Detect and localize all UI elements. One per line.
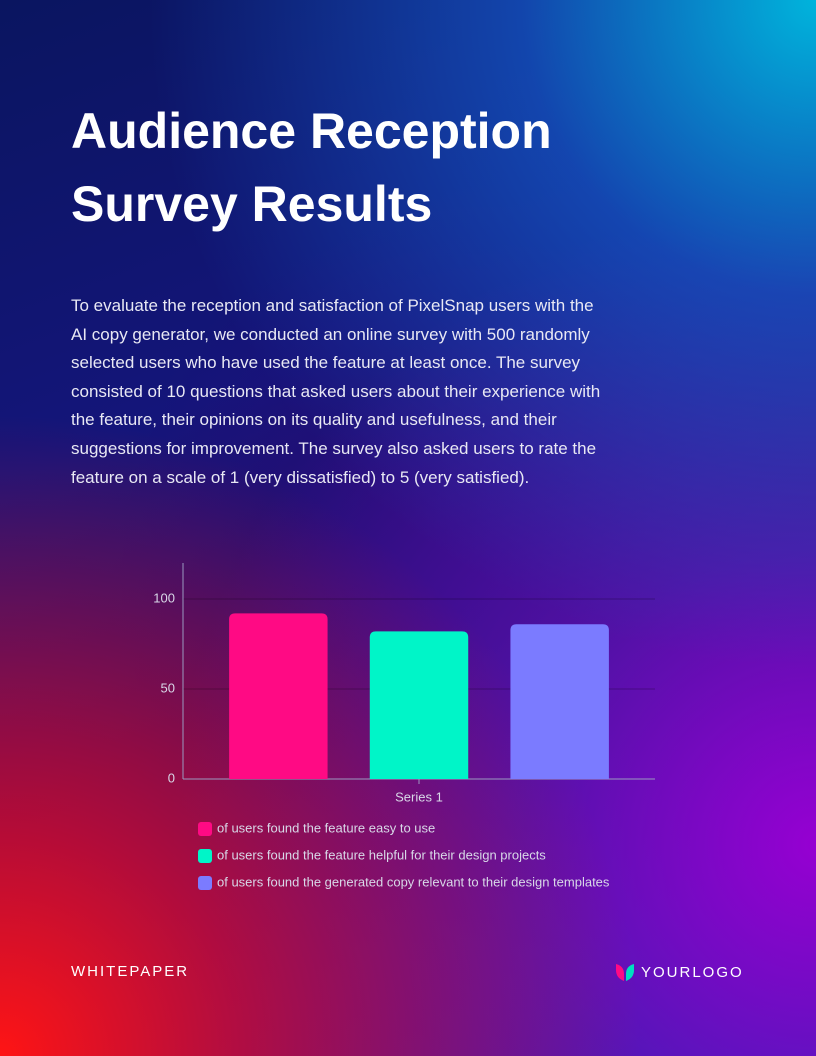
y-tick-label: 50 [161,680,175,695]
legend-swatch [198,849,212,863]
title: Audience Reception Survey Results [71,103,552,232]
footer-label: WHITEPAPER [71,963,190,980]
chart: 0 50 100 Series 1 of users found the feature… [153,563,655,890]
logo-text: YOURLOGO [641,963,744,981]
legend-label: of users found the generated copy releva… [217,874,610,889]
bar [229,613,328,779]
logo-leaf [626,964,634,981]
logo: YOURLOGO [615,962,744,982]
logo-icon [616,964,634,981]
logo-leaf [616,964,624,981]
x-tick-label: Series 1 [395,789,443,804]
legend-label: of users found the feature helpful for t… [217,847,546,862]
bar [369,631,469,779]
bar [510,624,609,779]
paragraph: To evaluate the reception and satisfacti… [71,296,601,487]
y-tick-label: 100 [153,590,175,605]
legend-swatch [198,822,212,836]
legend-label: of users found the feature easy to use [217,820,435,835]
y-tick-label: 0 [168,770,175,785]
legend-swatch [198,876,212,890]
